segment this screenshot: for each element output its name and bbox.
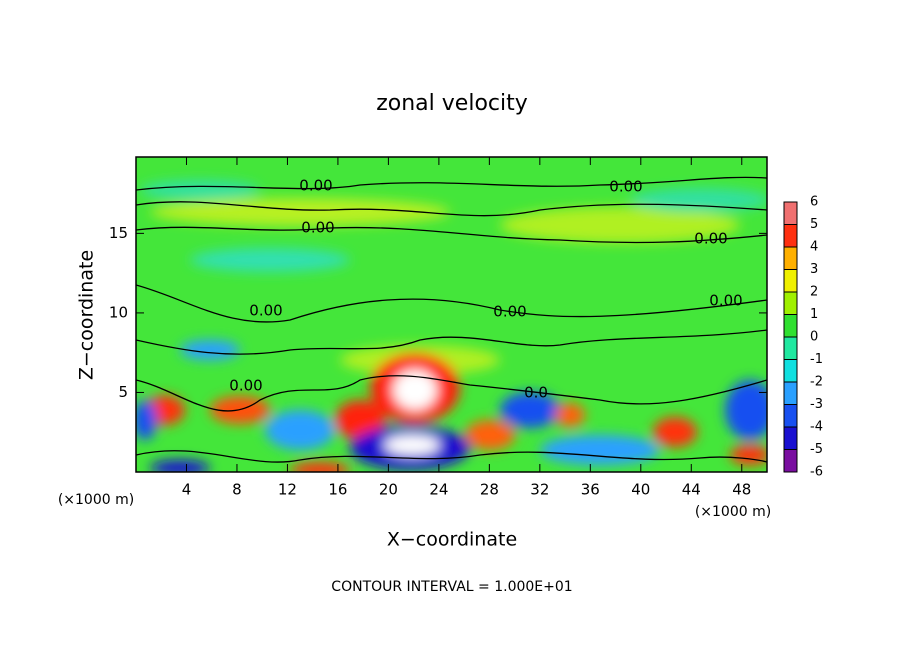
x-tick-label: 16 <box>328 481 347 499</box>
colorbar-bin <box>783 314 798 338</box>
colorbar-bin <box>783 269 798 293</box>
contour-label: 0.00 <box>249 302 282 320</box>
x-axis-label: X−coordinate <box>387 529 517 551</box>
contour-label: 0.00 <box>709 292 742 310</box>
colorbar-label: -3 <box>810 397 823 412</box>
y-tick-label: 15 <box>109 224 128 242</box>
colorbar-label: -5 <box>810 442 823 457</box>
colorbar-label: -1 <box>810 352 823 367</box>
colorbar-label: 3 <box>810 262 818 277</box>
field-patches <box>136 180 767 472</box>
x-tick-label: 12 <box>278 481 297 499</box>
contour-label: 0.00 <box>299 177 332 195</box>
colorbar-label: 4 <box>810 240 818 255</box>
contour-label: 0.0 <box>524 384 548 402</box>
contour-label: 0.00 <box>229 377 262 395</box>
colorbar-label: -2 <box>810 375 823 390</box>
colorbar-bin <box>783 291 798 315</box>
y-scale-label: (×1000 m) <box>58 492 134 508</box>
x-tick-label: 44 <box>682 481 701 499</box>
x-tick-label: 48 <box>732 481 751 499</box>
colorbar-bin <box>783 404 798 428</box>
contour-label: 0.00 <box>301 219 334 237</box>
colorbar-bin <box>783 224 798 248</box>
x-tick-label: 36 <box>581 481 600 499</box>
colorbar-bin <box>783 201 798 225</box>
colorbar-label: 0 <box>810 330 818 345</box>
colorbar-bin <box>783 359 798 383</box>
plot-frame <box>135 156 768 473</box>
x-tick-label: 32 <box>530 481 549 499</box>
x-tick-label: 20 <box>379 481 398 499</box>
y-tick-label: 5 <box>118 383 128 401</box>
colorbar-label: -4 <box>810 420 823 435</box>
chart-title: zonal velocity <box>376 91 528 116</box>
x-scale-label: (×1000 m) <box>695 504 771 520</box>
x-tick-label: 28 <box>480 481 499 499</box>
colorbar-label: 6 <box>810 195 818 210</box>
contour-label: 0.00 <box>493 303 526 321</box>
colorbar-label: -6 <box>810 465 823 480</box>
contour-label: 0.00 <box>609 178 642 196</box>
x-tick-label: 24 <box>429 481 448 499</box>
colorbar-label: 2 <box>810 285 818 300</box>
contour-label: 0.00 <box>694 230 727 248</box>
colorbar-bin <box>783 246 798 270</box>
contour-lines <box>136 176 767 463</box>
y-tick-label: 10 <box>109 303 128 321</box>
x-tick-label: 40 <box>631 481 650 499</box>
colorbar-label: 5 <box>810 217 818 232</box>
colorbar: -6 -5 -4 -3 -2 -1 0 1 2 3 4 5 6 <box>783 195 823 480</box>
field <box>136 157 767 472</box>
colorbar-bin <box>783 381 798 405</box>
colorbar-label: 1 <box>810 307 818 322</box>
colorbar-bin <box>783 426 798 450</box>
colorbar-bin <box>783 336 798 360</box>
x-tick-label: 8 <box>232 481 242 499</box>
colorbar-bin <box>783 449 798 473</box>
y-axis-label: Z−coordinate <box>76 250 98 380</box>
footnote: CONTOUR INTERVAL = 1.000E+01 <box>331 579 572 595</box>
x-tick-label: 4 <box>182 481 192 499</box>
